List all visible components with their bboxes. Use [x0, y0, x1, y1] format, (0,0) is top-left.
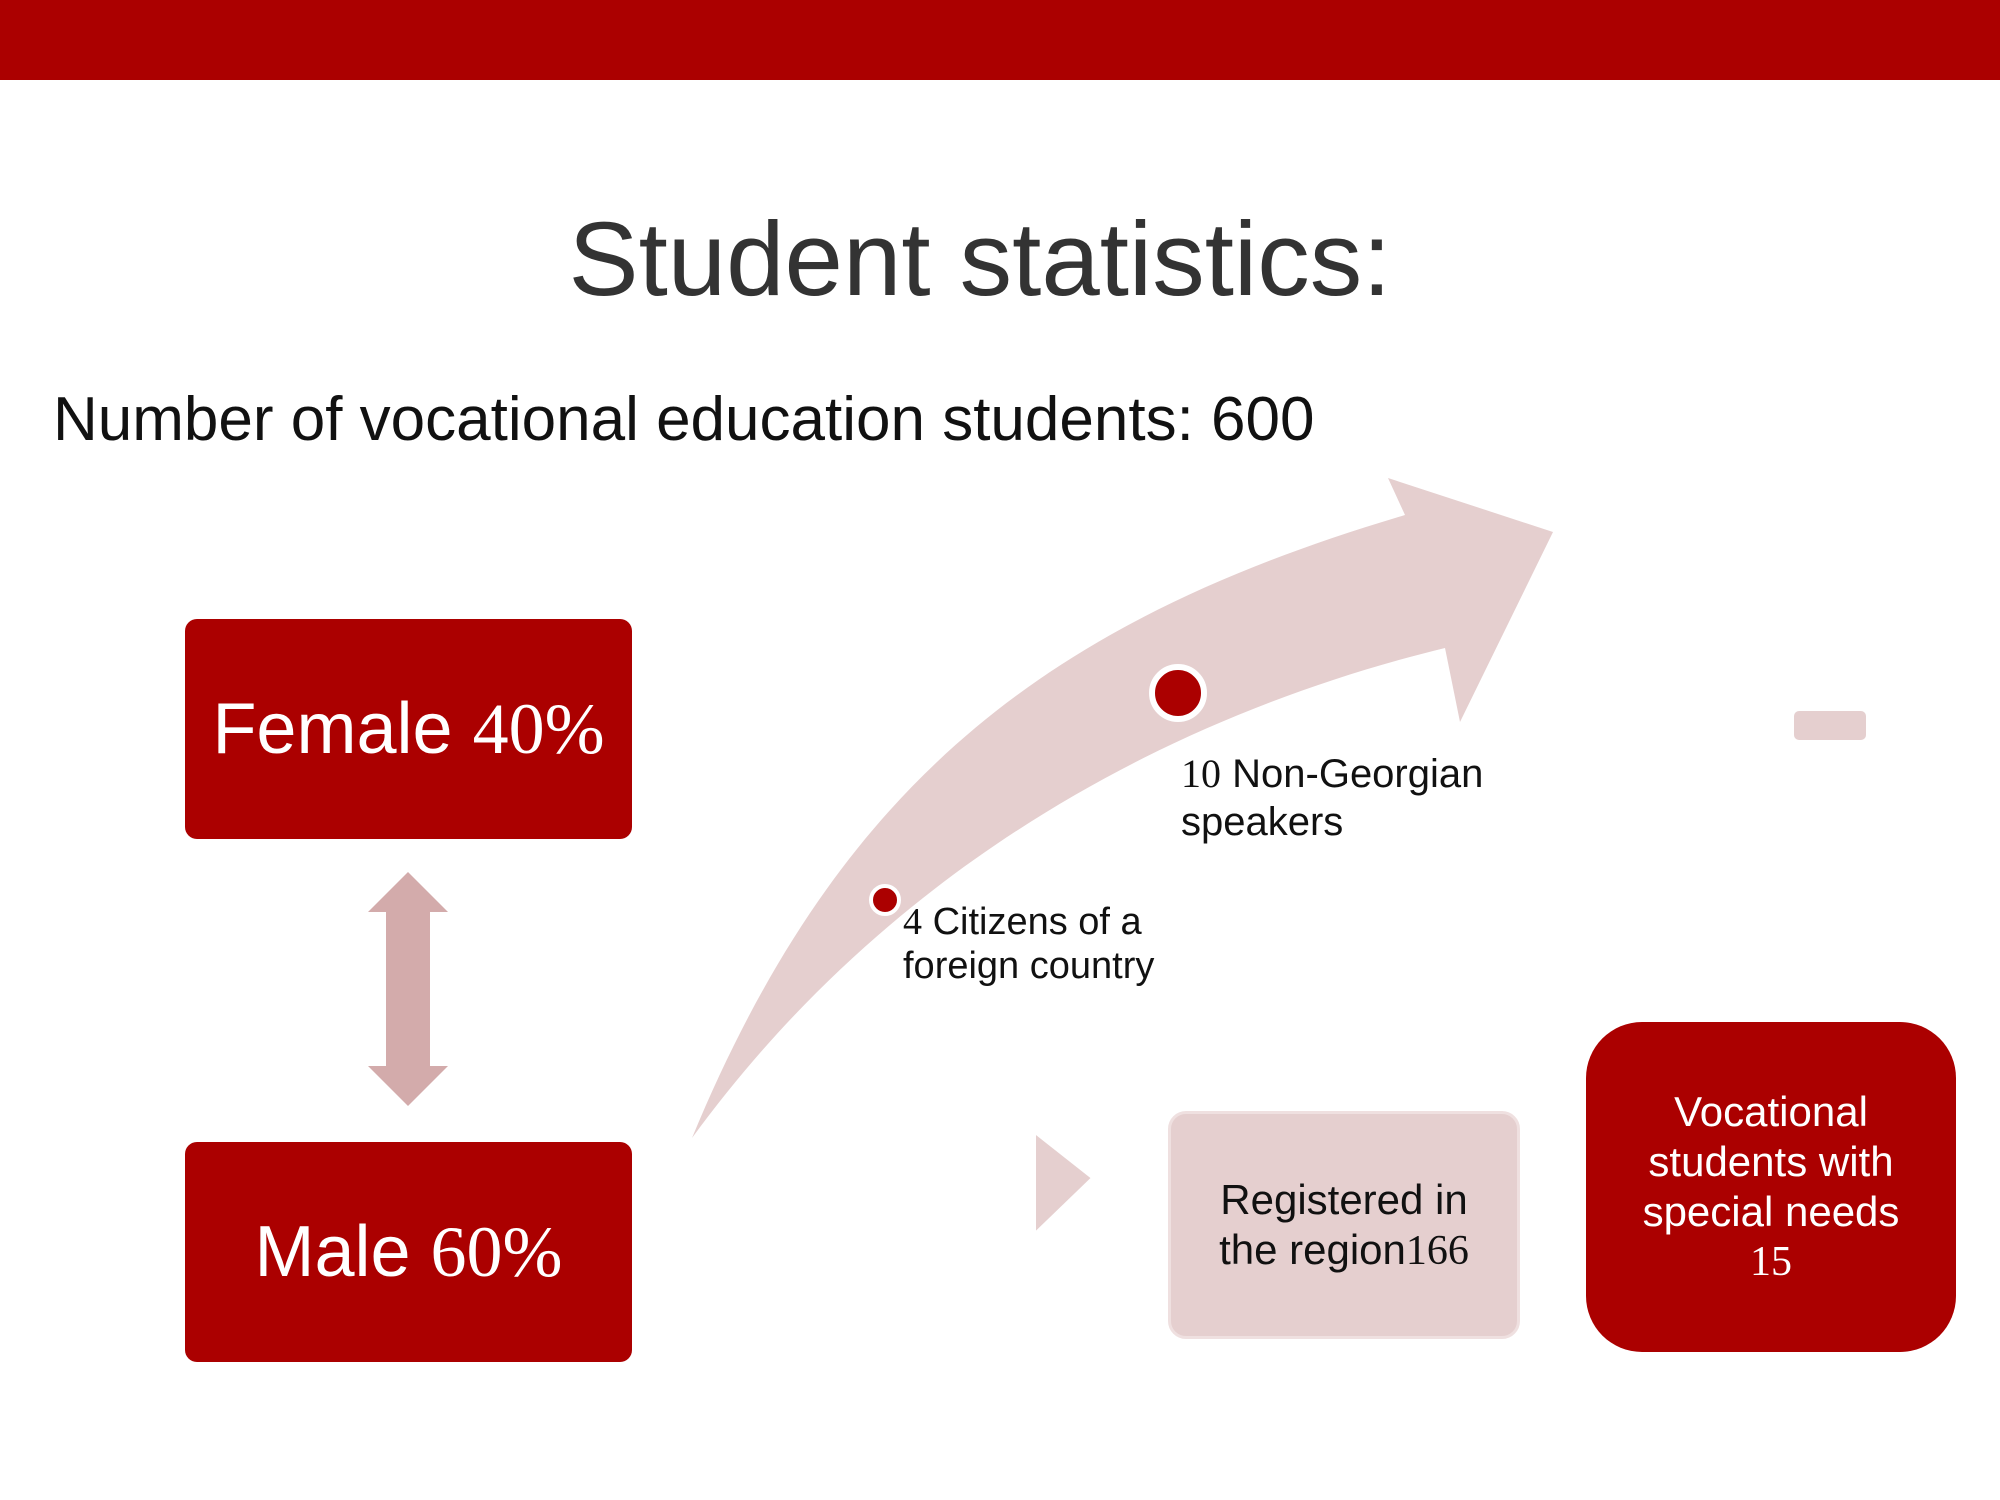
- top-accent-bar: [0, 0, 2000, 80]
- foreign-citizens-label: 4 Citizens of a foreign country: [903, 900, 1233, 988]
- male-label: Male: [254, 1212, 411, 1292]
- non-georgian-speakers-label: 10 Non-Georgian speakers: [1181, 750, 1601, 846]
- special-needs-value: 15: [1750, 1239, 1792, 1285]
- small-pale-bar: [1794, 711, 1866, 740]
- male-percentage-box: Male 60%: [185, 1142, 632, 1362]
- female-percentage-box: Female 40%: [185, 619, 632, 839]
- double-headed-arrow-icon: [368, 872, 448, 1106]
- milestone-dot-small: [869, 884, 901, 916]
- milestone-dot-large: [1149, 664, 1207, 722]
- foreign-citizens-text: Citizens of a foreign country: [903, 901, 1155, 987]
- male-value: 60%: [430, 1211, 563, 1292]
- female-label: Female: [212, 689, 453, 769]
- registered-text: Registered in the region: [1219, 1175, 1468, 1273]
- special-needs-box: Vocational students with special needs 1…: [1586, 1022, 1956, 1352]
- slide-title: Student statistics:: [568, 201, 1392, 318]
- non-georgian-count: 10: [1181, 751, 1221, 796]
- registered-in-region-box: Registered in the region166: [1168, 1111, 1520, 1339]
- female-value: 40%: [472, 688, 605, 769]
- curved-up-arrow-icon: [692, 478, 1553, 1138]
- registered-value: 166: [1405, 1227, 1469, 1274]
- special-needs-text: Vocational students with special needs: [1642, 1088, 1900, 1235]
- foreign-citizens-count: 4: [903, 901, 922, 943]
- non-georgian-text: Non-Georgian speakers: [1181, 752, 1484, 844]
- triangle-right-icon: [1034, 1130, 1094, 1236]
- student-count-summary: Number of vocational education students:…: [53, 385, 1315, 454]
